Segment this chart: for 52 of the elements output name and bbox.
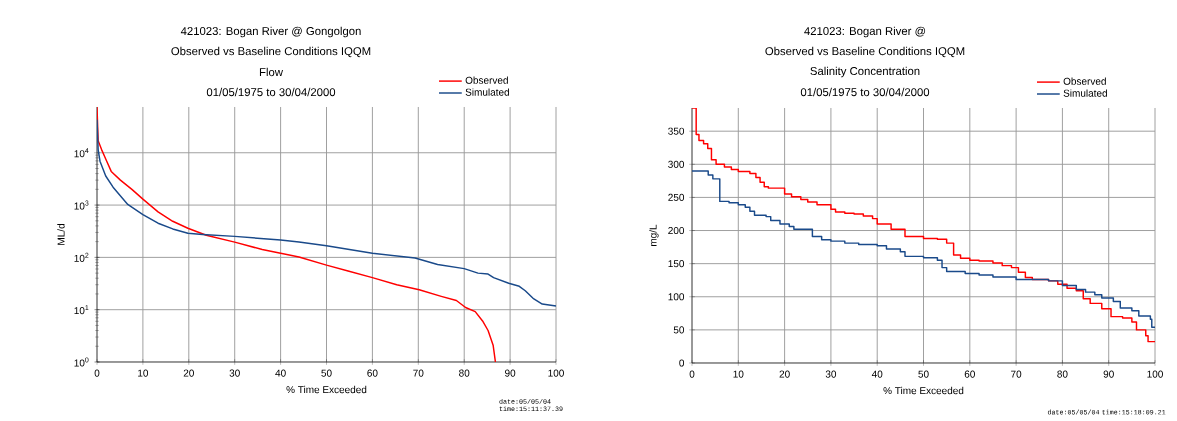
legend-label: Simulated [465, 88, 509, 96]
line-series [97, 118, 557, 307]
y-axis-title: ML/d [57, 224, 65, 245]
chart-subtitle: Observed vs Baseline Conditions IQQM [171, 46, 371, 58]
x-tick-label: 100 [548, 369, 564, 377]
x-tick-label: 60 [367, 369, 378, 377]
y-tick-label: 250 [668, 193, 685, 201]
x-tick-label: 70 [413, 369, 424, 377]
y-tick-label: 10$^{0}$ [74, 357, 89, 367]
text: Flow [259, 67, 283, 77]
y-tick-label: 10$^{1}$ [74, 305, 89, 315]
y-tick-label: 10$^{3}$ [74, 200, 89, 210]
x-tick-label: 60 [964, 370, 975, 378]
x-tick-label: 10 [138, 369, 149, 377]
y-tick-label: 200 [668, 226, 685, 235]
x-tick-label: 50 [321, 369, 332, 377]
text: 01/05/1975 to 30/04/2000 [206, 87, 336, 97]
chart-title: 421023: Bogan River @ [804, 26, 926, 38]
y-tick-label: 300 [668, 160, 685, 168]
x-axis-title: % Time Exceeded [883, 386, 964, 395]
x-tick-label: 80 [459, 369, 470, 377]
chart-title: 421023: Bogan River @ Gongolgon [180, 26, 361, 38]
y-tick-label: 100 [668, 293, 685, 301]
x-tick-label: 30 [825, 370, 837, 378]
x-tick-label: 70 [1011, 370, 1022, 378]
y-axis-title: mg/L [649, 224, 659, 246]
x-tick-label: 30 [229, 369, 240, 377]
x-tick-label: 40 [871, 370, 883, 378]
y-tick-label: 10$^{4}$ [74, 148, 89, 158]
x-tick-label: 20 [779, 370, 790, 378]
y-tick-label: 10$^{2}$ [74, 252, 89, 262]
y-tick-label: 0 [679, 359, 685, 367]
text: Salinity Concentration [810, 66, 920, 78]
x-tick-label: 0 [94, 369, 100, 377]
x-tick-label: 100 [1147, 370, 1163, 378]
y-tick-label: 150 [668, 260, 685, 268]
x-tick-label: 10 [733, 370, 744, 378]
legend-label: Simulated [1063, 89, 1107, 97]
x-tick-label: 50 [918, 370, 929, 378]
y-tick-label: 350 [668, 127, 685, 135]
x-tick-label: 0 [689, 370, 695, 378]
x-tick-label: 90 [1103, 370, 1114, 378]
x-axis-title: % Time Exceeded [286, 385, 367, 394]
text: 01/05/1975 to 30/04/2000 [800, 87, 930, 97]
x-tick-label: 40 [275, 369, 286, 377]
y-tick-label: 50 [673, 326, 685, 334]
x-tick-label: 90 [505, 369, 516, 377]
x-tick-label: 80 [1057, 370, 1068, 378]
legend-label: Observed [1063, 77, 1106, 85]
x-tick-label: 20 [183, 369, 194, 377]
legend-label: Observed [465, 76, 508, 84]
chart-subtitle: Observed vs Baseline Conditions IQQM [765, 46, 965, 58]
